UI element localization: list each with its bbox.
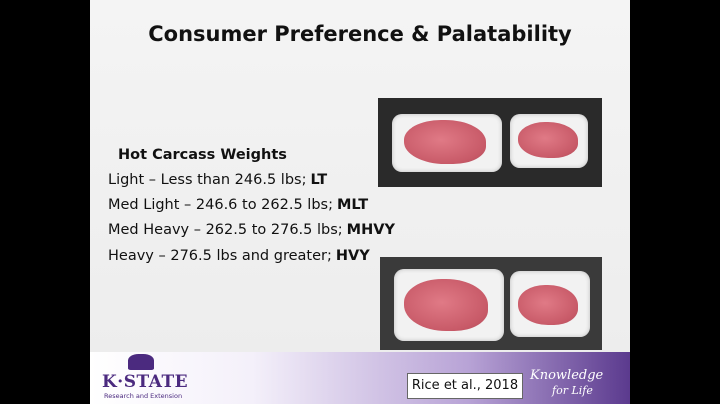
item-text: Med Light – 246.6 to 262.5 lbs; [108, 197, 333, 213]
tagline: for Life [552, 384, 593, 397]
photo-top [378, 98, 602, 187]
item-text: Med Heavy – 262.5 to 276.5 lbs; [108, 222, 343, 238]
tagline: Knowledge [530, 368, 604, 383]
item-abbr: MLT [336, 197, 369, 213]
item-text: Light – Less than 246.5 lbs; [108, 172, 307, 188]
weight-item: Med Heavy – 262.5 to 276.5 lbs; MHVY [108, 222, 395, 238]
item-abbr: LT [310, 172, 328, 188]
item-text: Heavy – 276.5 lbs and greater; [108, 248, 332, 264]
weight-item: Med Light – 246.6 to 262.5 lbs; MLT [108, 197, 368, 213]
section-heading: Hot Carcass Weights [118, 147, 287, 163]
item-abbr: MHVY [346, 222, 395, 238]
logo-name: K·STATE [102, 372, 189, 392]
item-abbr: HVY [335, 248, 370, 264]
logo-subtitle: Research and Extension [104, 392, 183, 400]
slide-title: Consumer Preference & Palatability [148, 22, 572, 46]
photo-bottom [380, 257, 602, 350]
citation: Rice et al., 2018 [407, 373, 523, 399]
weight-item: Heavy – 276.5 lbs and greater; HVY [108, 248, 370, 264]
logo-icon [128, 354, 154, 370]
slide: Consumer Preference & Palatability Hot C… [90, 0, 630, 404]
footer-band [90, 352, 630, 404]
weight-item: Light – Less than 246.5 lbs; LT [108, 172, 327, 188]
